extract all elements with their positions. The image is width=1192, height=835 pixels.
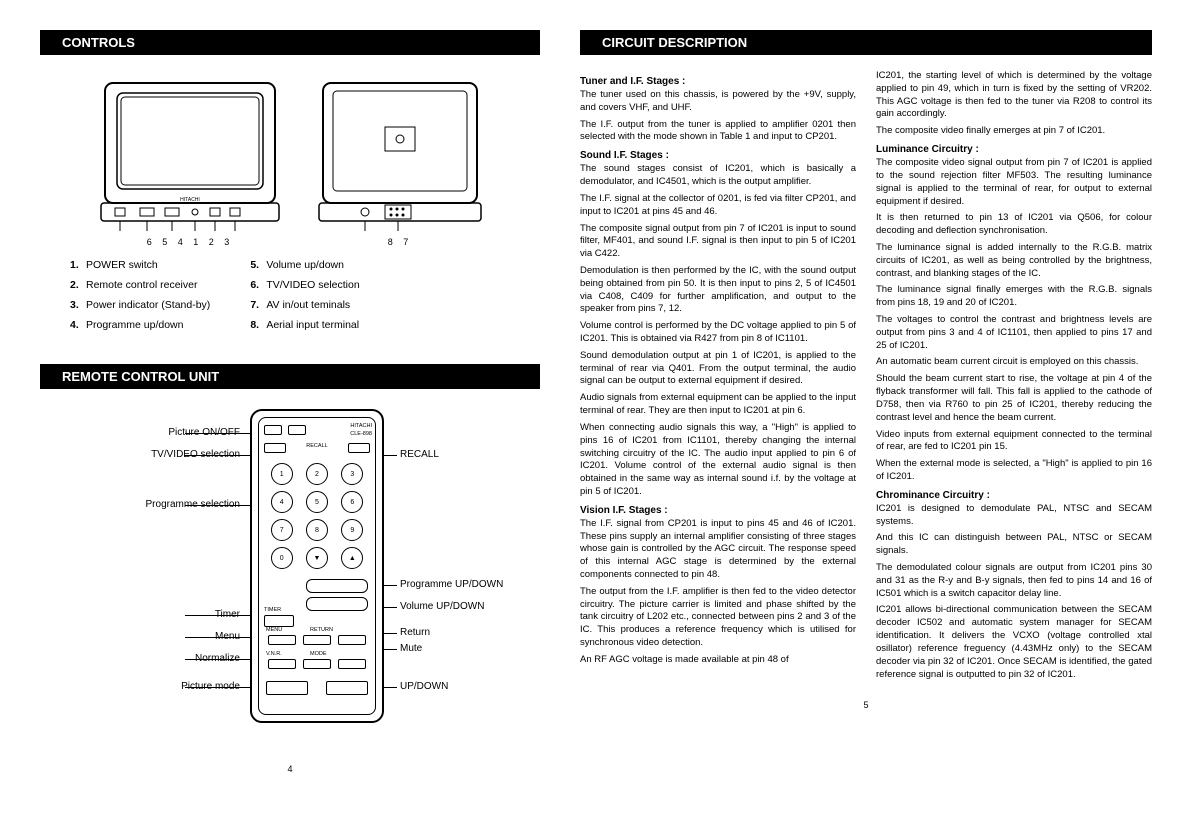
body-paragraph: The luminance signal is added internally… (876, 242, 1152, 280)
remote-label: UP/DOWN (400, 681, 448, 692)
remote-diagram: Picture ON/OFFTV/VIDEO selectionProgramm… (60, 409, 520, 749)
body-paragraph: The sound stages consist of IC201, which… (580, 163, 856, 189)
sub-heading: Vision I.F. Stages : (580, 505, 856, 516)
body-paragraph: The luminance signal finally emerges wit… (876, 284, 1152, 310)
body-paragraph: And this IC can distinguish between PAL,… (876, 532, 1152, 558)
svg-text:HITACHI: HITACHI (180, 197, 200, 203)
page-spread: CONTROLS HITACHI (40, 30, 1152, 774)
sub-heading: Sound I.F. Stages : (580, 150, 856, 161)
controls-list-left: 1.POWER switch 2.Remote control receiver… (70, 259, 210, 339)
body-paragraph: The voltages to control the contrast and… (876, 314, 1152, 352)
body-paragraph: Audio signals from external equipment ca… (580, 392, 856, 418)
body-paragraph: Volume control is performed by the DC vo… (580, 320, 856, 346)
sub-heading: Chrominance Circuitry : (876, 490, 1152, 501)
body-paragraph: The output from the I.F. amplifier is th… (580, 586, 856, 650)
circuit-header: CIRCUIT DESCRIPTION (580, 30, 1152, 55)
remote-body: HITACHI CLE-898 RECALL 123 456 789 0▼▲ (250, 409, 384, 723)
right-page: CIRCUIT DESCRIPTION Tuner and I.F. Stage… (580, 30, 1152, 774)
remote-brand: HITACHI (350, 423, 372, 429)
body-paragraph: The composite video signal output from p… (876, 157, 1152, 208)
tv-front-diagram: HITACHI 6 5 4 1 2 3 (95, 75, 285, 247)
body-paragraph: The demodulated colour signals are outpu… (876, 562, 1152, 600)
tv-back-diagram: 8 7 (315, 75, 485, 247)
body-paragraph: When the external mode is selected, a "H… (876, 458, 1152, 484)
controls-diagrams: HITACHI 6 5 4 1 2 3 (40, 75, 540, 247)
body-paragraph: IC201 is designed to demodulate PAL, NTS… (876, 503, 1152, 529)
remote-label: Programme UP/DOWN (400, 579, 503, 590)
body-paragraph: When connecting audio signals this way, … (580, 422, 856, 499)
circuit-column-1: Tuner and I.F. Stages : The tuner used on… (580, 70, 856, 685)
remote-label: Volume UP/DOWN (400, 601, 484, 612)
circuit-column-2: IC201, the starting level of which is de… (876, 70, 1152, 685)
body-paragraph: It is then returned to pin 13 of IC201 v… (876, 212, 1152, 238)
controls-list-right: 5.Volume up/down 6.TV/VIDEO selection 7.… (250, 259, 359, 339)
body-paragraph: Should the beam current start to rise, t… (876, 373, 1152, 424)
remote-label: RECALL (400, 449, 439, 460)
sub-heading: Tuner and I.F. Stages : (580, 76, 856, 87)
body-paragraph: The tuner used on this chassis, is power… (580, 89, 856, 115)
back-callouts: 8 7 (315, 237, 485, 247)
body-paragraph: Demodulation is then performed by the IC… (580, 265, 856, 316)
body-paragraph: Video inputs from external equipment con… (876, 429, 1152, 455)
sub-heading: Luminance Circuitry : (876, 144, 1152, 155)
body-paragraph: An RF AGC voltage is made available at p… (580, 654, 856, 667)
remote-label: Return (400, 627, 430, 638)
front-callouts: 6 5 4 1 2 3 (95, 237, 285, 247)
body-paragraph: The I.F. output from the tuner is applie… (580, 119, 856, 145)
body-paragraph: Sound demodulation output at pin 1 of IC… (580, 350, 856, 388)
remote-model: CLE-898 (350, 431, 372, 437)
body-paragraph: The I.F. signal at the collector of 0201… (580, 193, 856, 219)
body-paragraph: The I.F. signal from CP201 is input to p… (580, 518, 856, 582)
body-paragraph: The composite signal output from pin 7 o… (580, 223, 856, 261)
page-number-left: 4 (40, 764, 540, 774)
body-paragraph: IC201 allows bi-directional communicatio… (876, 604, 1152, 681)
body-paragraph: IC201, the starting level of which is de… (876, 70, 1152, 121)
controls-header: CONTROLS (40, 30, 540, 55)
page-number-right: 5 (580, 700, 1152, 710)
body-paragraph: An automatic beam current circuit is emp… (876, 356, 1152, 369)
left-page: CONTROLS HITACHI (40, 30, 540, 774)
body-paragraph: The composite video finally emerges at p… (876, 125, 1152, 138)
controls-list: 1.POWER switch 2.Remote control receiver… (70, 259, 540, 339)
remote-header: REMOTE CONTROL UNIT (40, 364, 540, 389)
remote-label: Mute (400, 643, 422, 654)
